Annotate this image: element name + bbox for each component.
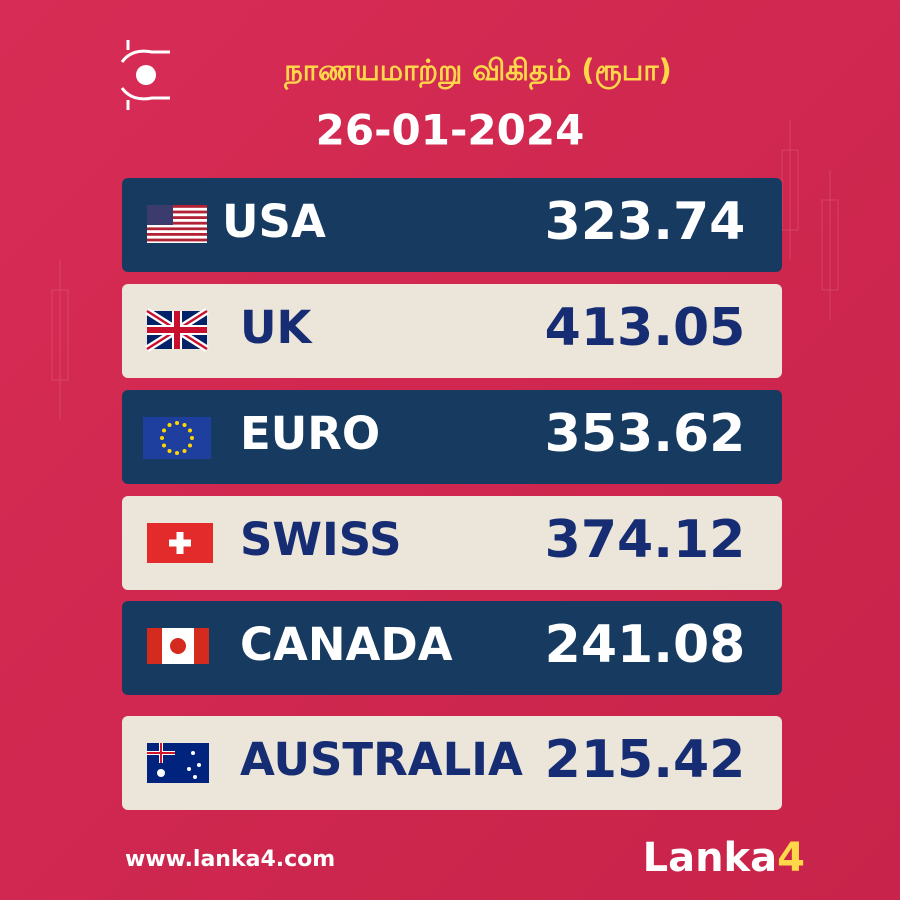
row-background xyxy=(122,284,782,378)
currency-name: USA xyxy=(222,195,326,248)
flag-field xyxy=(147,743,209,783)
flag-cross-red xyxy=(147,743,175,763)
flag xyxy=(143,417,211,459)
flag-stripe xyxy=(147,233,207,236)
rate-row: EURO 353.62 xyxy=(122,390,782,484)
flag-star xyxy=(167,423,172,428)
flag-stripe xyxy=(147,221,207,225)
flag-star xyxy=(193,775,197,779)
flag-leaf xyxy=(170,638,186,654)
row-background xyxy=(122,390,782,484)
flag-band xyxy=(194,628,209,664)
currency-name: UK xyxy=(240,301,314,354)
rate-row: SWISS 374.12 xyxy=(122,496,782,590)
currency-name: EURO xyxy=(240,407,380,460)
flag-star xyxy=(175,451,179,455)
flag-star xyxy=(187,443,192,448)
date: 26-01-2024 xyxy=(316,106,585,155)
rate-row: USA 323.74 xyxy=(122,178,782,272)
brand-number: 4 xyxy=(777,835,805,881)
exchange-icon xyxy=(120,40,170,110)
row-background xyxy=(122,716,782,810)
rate-table: USA 323.74 UK 413.05 EURO 353.62 SWISS 374.12 CA… xyxy=(122,178,782,810)
flag-star xyxy=(167,448,172,453)
currency-name: CANADA xyxy=(240,618,453,671)
flag-star xyxy=(190,436,194,440)
background-candles xyxy=(51,120,839,420)
brand: Lanka4 xyxy=(643,835,805,881)
row-background xyxy=(122,496,782,590)
rate-row: UK 413.05 xyxy=(122,284,782,378)
rate-value: 374.12 xyxy=(545,510,746,570)
rate-value: 353.62 xyxy=(545,404,746,464)
flag-cross-red xyxy=(147,311,207,349)
flag-star xyxy=(197,763,201,767)
flag-star xyxy=(157,769,165,777)
brand-name: Lanka xyxy=(643,835,778,881)
flag-band xyxy=(147,628,162,664)
flag xyxy=(147,205,207,243)
title: நாணயமாற்று விகிதம் (ரூபா) xyxy=(283,53,672,91)
flag-canton xyxy=(147,205,173,225)
flag-stripe xyxy=(147,210,207,214)
flag-star xyxy=(162,443,167,448)
row-background xyxy=(122,601,782,695)
rate-row: AUSTRALIA 215.42 xyxy=(122,716,782,810)
flag-star xyxy=(191,751,195,755)
website: www.lanka4.com xyxy=(125,847,335,872)
flag-star xyxy=(187,428,192,433)
flag-star xyxy=(162,428,167,433)
currency-name: SWISS xyxy=(240,513,402,566)
flag-stripe xyxy=(147,216,207,219)
rate-value: 323.74 xyxy=(545,192,746,252)
rate-value: 241.08 xyxy=(545,615,746,675)
rate-row: CANADA 241.08 xyxy=(122,601,782,695)
flag-star xyxy=(187,767,191,771)
flag-cross xyxy=(169,532,191,554)
flag-star xyxy=(182,423,187,428)
currency-name: AUSTRALIA xyxy=(240,733,523,786)
flag xyxy=(147,628,209,664)
flag xyxy=(147,743,209,783)
flag-stripe xyxy=(147,238,207,242)
flag-stripe xyxy=(147,227,207,231)
flag-stripe xyxy=(147,205,207,208)
flag xyxy=(145,308,209,352)
flag-star xyxy=(175,421,179,425)
flag-star xyxy=(160,436,164,440)
row-background xyxy=(122,178,782,272)
rate-value: 215.42 xyxy=(545,730,746,790)
flag xyxy=(147,523,213,563)
rate-value: 413.05 xyxy=(545,298,746,358)
flag-star xyxy=(182,448,187,453)
